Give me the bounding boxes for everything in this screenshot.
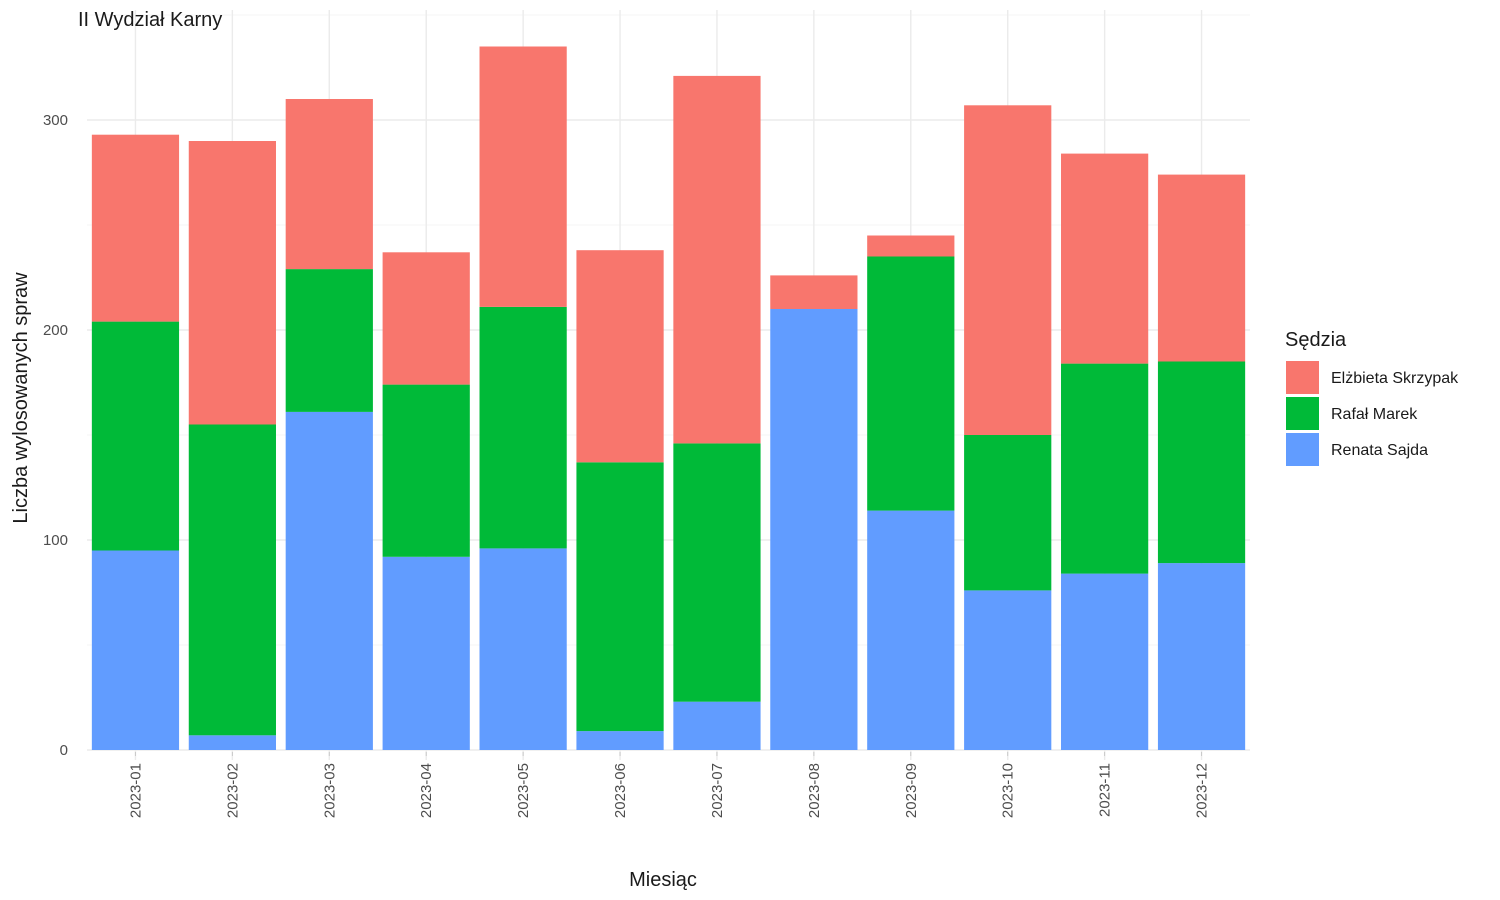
bar-segment [479,46,567,307]
bar-segment [867,510,955,750]
bar-segment [770,275,858,309]
legend: Sędzia Elżbieta Skrzypak Rafał Marek Renat… [1285,329,1459,466]
legend-swatch [1286,433,1319,466]
bar-segment [1157,563,1246,750]
bar-segment [285,411,373,750]
y-axis-ticks: 0 100 200 300 [43,112,68,759]
legend-swatch [1286,397,1319,430]
bar-segment [1157,174,1246,362]
bar-segment [188,424,276,736]
bar-segment [1061,363,1149,574]
bar-segment [188,141,276,425]
bar-segment [673,75,761,444]
x-tick-label: 2023-11 [1097,763,1114,817]
x-tick-label: 2023-10 [1000,763,1017,818]
legend-title: Sędzia [1285,329,1347,351]
bar-segment [964,435,1052,591]
bar-segment [1061,153,1149,364]
bar-segment [479,306,567,549]
bar-segment [576,250,664,463]
bar-segment [576,731,664,750]
bar-segment [673,701,761,750]
bars [91,46,1246,750]
y-tick-label: 0 [60,742,68,759]
x-tick-label: 2023-08 [806,763,823,818]
chart-title: II Wydział Karny [78,9,222,31]
bar-segment [770,309,858,750]
bar-segment [382,252,470,385]
bar-segment [964,105,1052,436]
x-tick-label: 2023-09 [903,763,920,818]
bar-segment [1061,573,1149,750]
x-tick-label: 2023-01 [127,763,144,818]
bar-segment [285,269,373,412]
bar-segment [188,735,276,750]
x-tick-label: 2023-05 [515,763,532,818]
bar-segment [673,443,761,702]
bar-segment [91,550,180,750]
bar-segment [91,321,180,551]
bar-segment [964,590,1052,750]
bar-segment [1157,361,1246,564]
bar-segment [867,235,955,257]
bar-segment [91,134,180,322]
bar-segment [576,462,664,732]
legend-label: Rafał Marek [1331,406,1418,423]
y-tick-label: 300 [43,112,68,129]
bar-segment [382,384,470,557]
x-tick-label: 2023-06 [612,763,629,818]
bar-segment [382,556,470,750]
x-tick-label: 2023-12 [1194,763,1211,818]
bar-segment [479,548,567,750]
y-tick-label: 100 [43,532,68,549]
y-tick-label: 200 [43,322,68,339]
bar-segment [285,99,373,270]
x-axis-ticks: 2023-01 2023-02 2023-03 2023-04 2023-05 2023-… [127,752,1211,818]
x-axis-title: Miesiąc [629,869,697,891]
legend-label: Elżbieta Skrzypak [1331,370,1459,387]
legend-swatch [1286,361,1319,394]
x-tick-label: 2023-04 [418,763,435,818]
x-tick-label: 2023-03 [321,763,338,818]
bar-segment [867,256,955,511]
y-axis-title: Liczba wylosowanych spraw [10,272,32,524]
x-tick-label: 2023-02 [224,763,241,818]
legend-label: Renata Sajda [1331,442,1428,459]
x-tick-label: 2023-07 [709,763,726,818]
